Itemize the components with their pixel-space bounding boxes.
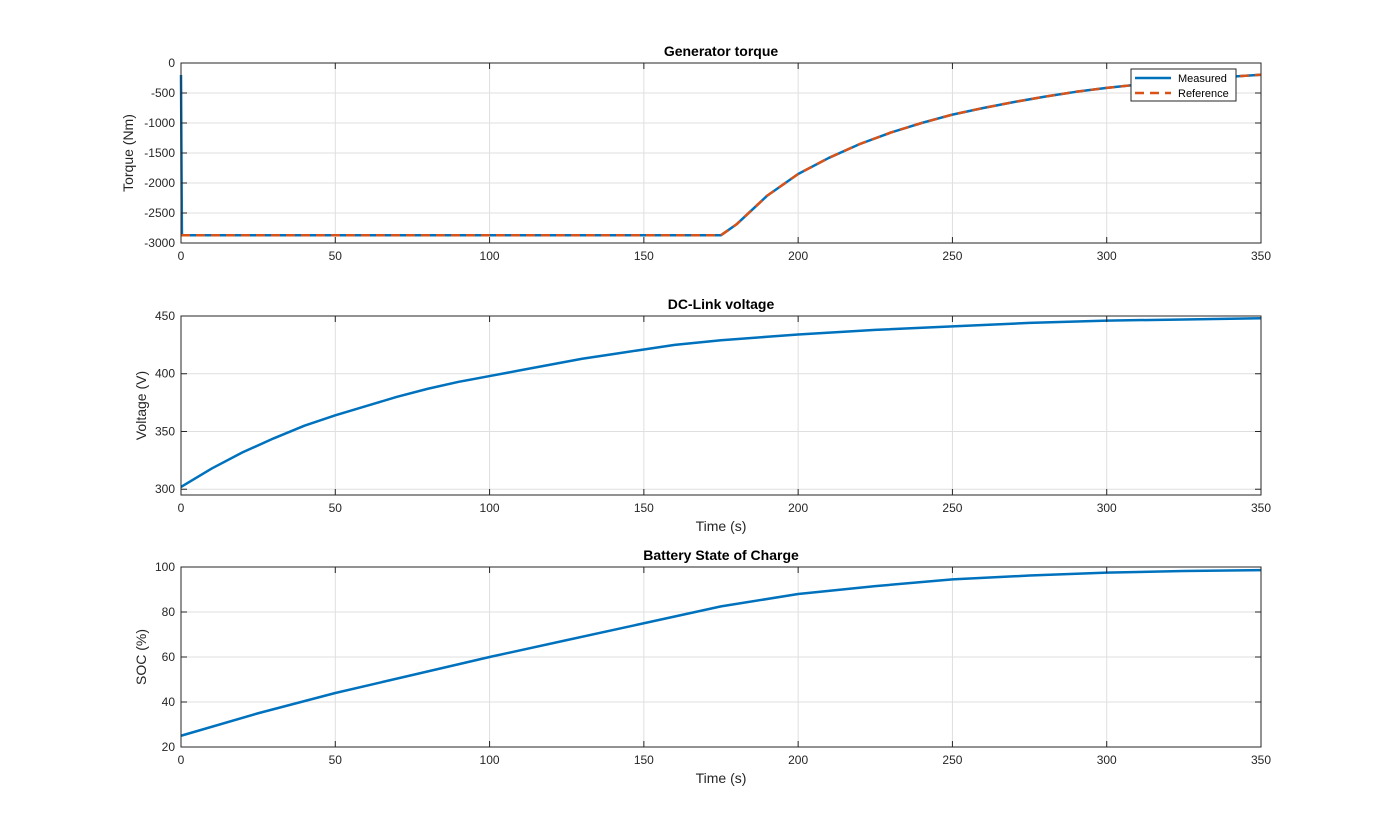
x-tick-label: 0 xyxy=(178,501,185,515)
y-tick-label: 400 xyxy=(155,367,175,381)
x-tick-label: 350 xyxy=(1251,249,1271,263)
plot-area xyxy=(181,316,1261,495)
x-tick-label: 100 xyxy=(480,753,500,767)
series-line-reference xyxy=(181,73,1262,237)
x-tick-label: 300 xyxy=(1097,501,1117,515)
legend-label-measured: Measured xyxy=(1178,73,1227,85)
y-tick-label: -2500 xyxy=(144,206,175,220)
x-tick-label: 250 xyxy=(942,753,962,767)
x-tick-label: 200 xyxy=(788,753,808,767)
y-tick-label: 40 xyxy=(162,695,176,709)
x-tick-label: 350 xyxy=(1251,753,1271,767)
series-line-data xyxy=(180,568,1262,737)
x-tick-label: 150 xyxy=(634,753,654,767)
y-tick-label: 0 xyxy=(168,56,175,70)
y-tick-label: -500 xyxy=(151,86,175,100)
y-tick-label: -3000 xyxy=(144,236,175,250)
x-tick-label: 250 xyxy=(942,249,962,263)
y-axis-label: SOC (%) xyxy=(133,629,149,685)
y-axis-label: Torque (Nm) xyxy=(120,114,136,192)
x-tick-label: 50 xyxy=(329,249,343,263)
axes-box xyxy=(180,315,1262,496)
legend-box xyxy=(1130,68,1237,102)
y-tick-label: 300 xyxy=(155,482,175,496)
x-tick-label: 0 xyxy=(178,753,185,767)
y-tick-label: 350 xyxy=(155,424,175,438)
y-tick-label: 60 xyxy=(162,650,176,664)
y-axis-label: Voltage (V) xyxy=(133,371,149,440)
plot-title: Battery State of Charge xyxy=(643,547,799,563)
x-tick-label: 300 xyxy=(1097,249,1117,263)
y-tick-label: -1500 xyxy=(144,146,175,160)
subplot-1: 0 50 100 150 200 250 300 350 -3000 -2500 -2000 -150… xyxy=(120,43,1271,263)
y-tick-label: 100 xyxy=(155,560,175,574)
x-tick-label: 100 xyxy=(480,249,500,263)
plot-title: Generator torque xyxy=(664,43,779,59)
x-tick-label: 100 xyxy=(480,501,500,515)
legend: Measured Reference xyxy=(1130,68,1237,102)
x-tick-label: 300 xyxy=(1097,753,1117,767)
x-tick-label: 150 xyxy=(634,249,654,263)
x-tick-label: 250 xyxy=(942,501,962,515)
y-tick-label: -1000 xyxy=(144,116,175,130)
x-tick-label: 200 xyxy=(788,249,808,263)
y-tick-label: 80 xyxy=(162,605,176,619)
subplot-3: 0 50 100 150 200 250 300 350 20 40 60 80 100 Battery … xyxy=(133,547,1271,786)
y-tick-label: 20 xyxy=(162,740,176,754)
plot-title: DC-Link voltage xyxy=(668,296,775,312)
series-line-data xyxy=(180,317,1262,488)
subplot-2: 0 50 100 150 200 250 300 350 300 350 400 450 DC-Link… xyxy=(133,296,1271,534)
x-tick-label: 0 xyxy=(178,249,185,263)
x-tick-label: 350 xyxy=(1251,501,1271,515)
legend-label-reference: Reference xyxy=(1178,88,1229,100)
x-tick-label: 200 xyxy=(788,501,808,515)
y-tick-label: -2000 xyxy=(144,176,175,190)
x-tick-label: 50 xyxy=(329,753,343,767)
x-axis-label: Time (s) xyxy=(696,770,747,786)
y-tick-label: 450 xyxy=(155,309,175,323)
x-tick-label: 150 xyxy=(634,501,654,515)
x-tick-label: 50 xyxy=(329,501,343,515)
x-axis-label: Time (s) xyxy=(696,518,747,534)
